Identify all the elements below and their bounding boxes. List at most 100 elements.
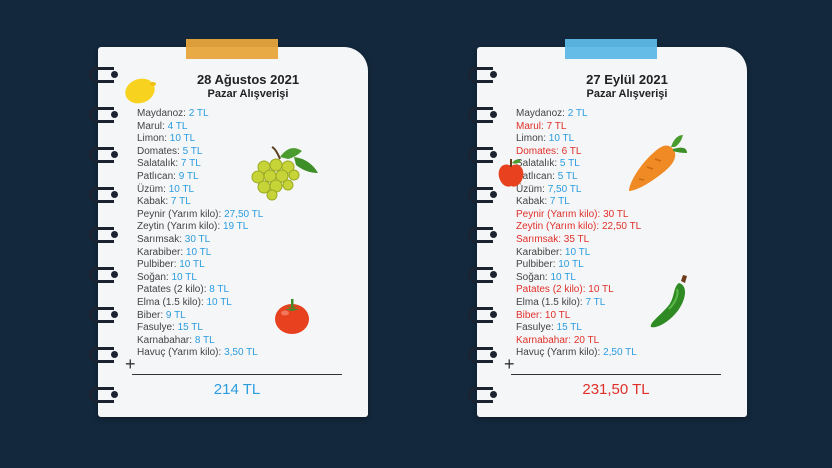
item-name: Peynir (Yarım kilo): <box>516 208 601 220</box>
ring <box>89 107 118 123</box>
list-item: Kabak: 7 TL <box>137 196 263 209</box>
item-name: Karabiber: <box>137 246 184 258</box>
item-list: Maydanoz: 2 TL Marul: 7 TL Limon: 10 TL Dom… <box>516 108 641 360</box>
item-price: 4 TL <box>167 120 188 132</box>
item-name: Sarımsak: <box>137 233 183 245</box>
item-price: 10 TL <box>168 183 195 195</box>
item-name: Patlıcan: <box>516 170 555 182</box>
item-name: Marul: <box>516 120 544 132</box>
ring <box>468 387 497 403</box>
item-name: Marul: <box>137 120 165 132</box>
item-name: Patates (2 kilo): <box>516 284 586 296</box>
list-item: Üzüm: 7,50 TL <box>516 184 641 197</box>
list-item: Marul: 4 TL <box>137 121 263 134</box>
item-price: 30 TL <box>184 233 211 245</box>
item-name: Fasulye: <box>137 322 175 334</box>
item-price: 10 TL <box>564 246 591 258</box>
list-item: Biber: 9 TL <box>137 310 263 323</box>
list-item: Karabiber: 10 TL <box>137 247 263 260</box>
ring <box>89 227 118 243</box>
list-item: Biber: 10 TL <box>516 310 641 323</box>
item-price: 10 TL <box>588 284 614 296</box>
note-header: 27 Eylül 2021 Pazar Alışverişi <box>517 72 737 100</box>
item-name: Peynir (Yarım kilo): <box>137 208 222 220</box>
list-item: Fasulye: 15 TL <box>516 322 641 335</box>
item-name: Kabak: <box>137 196 169 208</box>
total-divider <box>132 374 342 375</box>
ring <box>468 107 497 123</box>
item-price: 5 TL <box>182 145 203 157</box>
item-price: 10 TL <box>169 133 196 145</box>
item-price: 19 TL <box>222 221 249 233</box>
item-name: Salatalık: <box>516 158 558 170</box>
green-pepper-icon <box>650 275 687 328</box>
item-name: Pulbiber: <box>137 259 177 271</box>
item-price: 35 TL <box>563 233 590 245</box>
list-item: Sarımsak: 35 TL <box>516 234 641 247</box>
spiral-binding <box>468 67 498 407</box>
item-name: Limon: <box>516 133 547 145</box>
note-date: 27 Eylül 2021 <box>586 72 668 87</box>
ring <box>468 187 497 203</box>
grapes-icon <box>251 146 318 201</box>
item-price: 9 TL <box>165 309 186 321</box>
list-item: Peynir (Yarım kilo): 30 TL <box>516 209 641 222</box>
list-item: Soğan: 10 TL <box>137 272 263 285</box>
item-price: 7 TL <box>170 196 191 208</box>
item-price: 10 TL <box>544 309 571 321</box>
item-name: Biber: <box>516 309 543 321</box>
item-price: 27,50 TL <box>224 208 264 220</box>
item-name: Salatalık: <box>137 158 179 170</box>
item-name: Soğan: <box>516 271 548 283</box>
list-item: Pulbiber: 10 TL <box>516 259 641 272</box>
list-item: Pulbiber: 10 TL <box>137 259 263 272</box>
item-price: 2,50 TL <box>603 347 637 359</box>
ring <box>89 187 118 203</box>
item-price: 7,50 TL <box>547 183 582 195</box>
list-item: Patates (2 kilo): 10 TL <box>516 284 641 297</box>
item-price: 8 TL <box>209 284 230 296</box>
ring <box>89 307 118 323</box>
plus-sign: + <box>504 354 515 374</box>
list-item: Salatalık: 5 TL <box>516 158 641 171</box>
ring <box>468 227 497 243</box>
item-name: Karnabahar: <box>137 334 193 346</box>
item-name: Elma (1.5 kilo): <box>137 296 204 308</box>
item-name: Karnabahar: <box>516 334 572 346</box>
list-item: Peynir (Yarım kilo): 27,50 TL <box>137 209 263 222</box>
item-list: Maydanoz: 2 TL Marul: 4 TL Limon: 10 TL Dom… <box>137 108 263 360</box>
item-price: 20 TL <box>573 334 600 346</box>
note-subtitle: Pazar Alışverişi <box>207 88 289 100</box>
item-price: 9 TL <box>178 170 199 182</box>
item-price: 6 TL <box>561 145 582 157</box>
list-item: Elma (1.5 kilo): 10 TL <box>137 297 263 310</box>
item-name: Havuç (Yarım kilo): <box>137 347 222 359</box>
ring <box>89 387 118 403</box>
item-name: Sarımsak: <box>516 233 562 245</box>
item-price: 7 TL <box>585 296 606 308</box>
item-name: Pulbiber: <box>516 259 556 271</box>
tomato-icon <box>275 299 309 334</box>
item-price: 5 TL <box>557 170 578 182</box>
ring <box>89 347 118 363</box>
list-item: Kabak: 7 TL <box>516 196 641 209</box>
item-name: Soğan: <box>137 271 169 283</box>
note-subtitle: Pazar Alışverişi <box>586 88 668 100</box>
item-price: 30 TL <box>603 208 629 220</box>
ring <box>468 347 497 363</box>
list-item: Limon: 10 TL <box>516 133 641 146</box>
carrot-icon <box>629 135 687 191</box>
item-name: Karabiber: <box>516 246 563 258</box>
item-name: Üzüm: <box>516 183 545 195</box>
total-amount: 214 TL <box>213 381 261 398</box>
tape-strip <box>186 39 278 59</box>
item-name: Domates: <box>137 145 180 157</box>
item-name: Elma (1.5 kilo): <box>516 296 583 308</box>
item-price: 10 TL <box>550 271 576 283</box>
list-item: Salatalık: 7 TL <box>137 158 263 171</box>
item-price: 7 TL <box>549 196 570 208</box>
list-item: Sarımsak: 30 TL <box>137 234 263 247</box>
list-item: Soğan: 10 TL <box>516 272 641 285</box>
list-item: Karabiber: 10 TL <box>516 247 641 260</box>
ring <box>89 67 118 83</box>
